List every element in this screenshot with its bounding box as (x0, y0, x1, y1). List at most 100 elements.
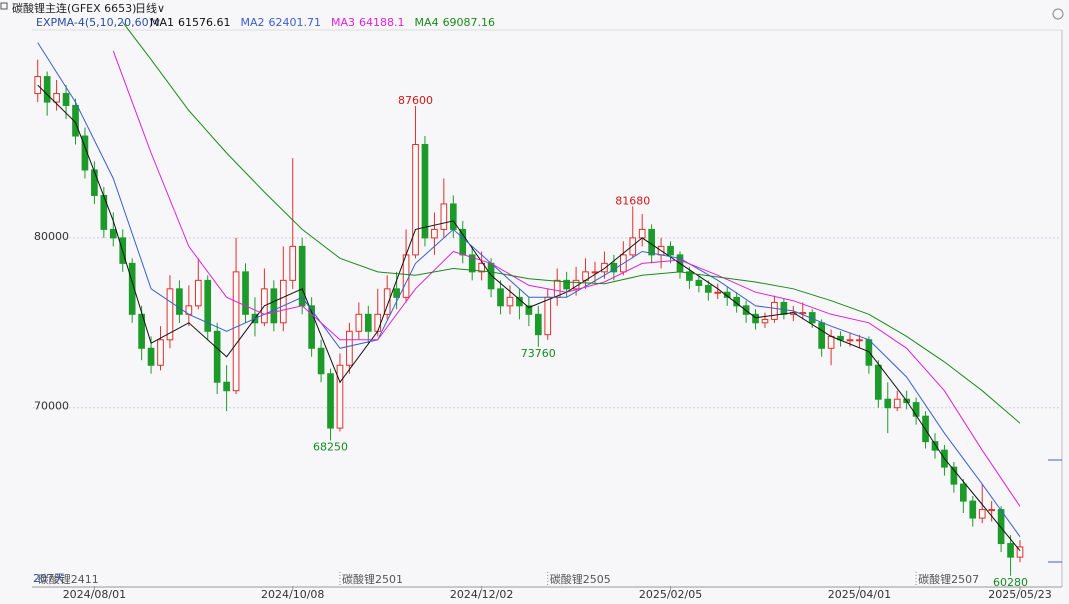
candle-body (601, 262, 608, 273)
candle-body (213, 330, 221, 383)
candle-body (204, 279, 212, 332)
candle-body (194, 279, 202, 307)
annotation: 81680 (615, 194, 650, 207)
y-tick-label: 70000 (34, 400, 69, 413)
candle-body (865, 339, 873, 366)
days-label: 207天 (33, 572, 65, 585)
candle-body (761, 318, 769, 324)
candle-body (648, 228, 655, 256)
candle-body (686, 271, 693, 281)
candle-body (440, 203, 448, 230)
candle-body (459, 228, 467, 256)
ma-line (122, 21, 1021, 424)
candle-body (1016, 546, 1024, 558)
settings-icon[interactable] (1052, 8, 1064, 20)
candle-body (336, 364, 344, 429)
legend-name: MA1 (150, 16, 174, 29)
candle-body (827, 335, 835, 349)
candle-body (988, 509, 995, 512)
candle-body (279, 279, 287, 324)
legend-value: 64188.1 (359, 16, 405, 29)
candle-body (969, 500, 977, 519)
y-tick-label: 80000 (34, 230, 69, 243)
candle-body (147, 347, 155, 366)
candle-body (62, 93, 70, 106)
candle-body (818, 322, 825, 349)
legend-value: 61576.61 (178, 16, 231, 29)
candle-body (714, 291, 722, 294)
candle-body (534, 313, 542, 336)
ma-line (112, 50, 1021, 507)
candle-body (978, 509, 986, 519)
candle-body (478, 262, 485, 273)
candle-body (72, 104, 79, 137)
candle-body (53, 93, 60, 103)
candle-body (704, 284, 712, 293)
x-tick-label: 2025/02/05 (639, 588, 702, 601)
legend-name: MA4 (415, 16, 439, 29)
candle-body (950, 466, 958, 485)
candle-body (91, 169, 98, 196)
contract-label: 碳酸锂2411 (38, 572, 99, 586)
annotation: 68250 (313, 440, 348, 453)
candle-body (487, 262, 495, 290)
candle-body (374, 313, 382, 332)
candle-body (138, 313, 145, 349)
candle-body (327, 373, 334, 429)
candle-body (780, 301, 788, 315)
candle-body (884, 398, 892, 409)
candle-body (308, 305, 315, 349)
x-tick-label: 2024/12/02 (450, 588, 513, 601)
period-selector[interactable]: 日线∨ (135, 1, 165, 15)
candle-body (1007, 543, 1014, 558)
candle-body (874, 364, 882, 400)
candle-body (667, 245, 674, 256)
candle-body (846, 339, 854, 342)
indicator-selector[interactable]: EXPMA-4(5,10,20,60)∨ (36, 16, 161, 29)
ma-line (37, 42, 1021, 537)
candle-body (109, 228, 117, 239)
candle-body (242, 271, 249, 315)
candle-body (270, 288, 278, 324)
contract-label: 碳酸锂2501 (342, 572, 403, 586)
legend-name: MA3 (331, 16, 355, 29)
candle-body (421, 144, 429, 239)
legend-value: 69087.16 (443, 16, 496, 29)
candle-body (997, 509, 1005, 545)
annotation: 73760 (521, 347, 556, 360)
candle-body (34, 76, 42, 95)
candle-body (563, 279, 570, 290)
contract-label: 碳酸锂2507 (918, 572, 979, 586)
candle-body (355, 313, 363, 332)
annotation: 87600 (398, 94, 433, 107)
candle-body (157, 339, 164, 366)
candle-body (959, 483, 967, 502)
candle-body (752, 313, 759, 324)
candle-body (232, 271, 240, 392)
candle-body (346, 330, 353, 366)
candle-body (176, 288, 183, 315)
candle-body (43, 76, 51, 103)
candle-body (431, 228, 438, 239)
candle-body (912, 402, 920, 417)
candle-body (629, 237, 637, 256)
candle-body (723, 291, 731, 298)
candle-body (525, 305, 533, 315)
candle-body (771, 301, 778, 320)
candle-body (931, 441, 939, 451)
candle-body (81, 135, 89, 171)
candle-body (468, 254, 476, 273)
x-tick-label: 2025/05/23 (988, 588, 1051, 601)
legend-name: MA2 (241, 16, 265, 29)
candle-body (412, 144, 419, 256)
candle-body (544, 296, 552, 336)
candle-body (893, 398, 901, 409)
candle-body (695, 279, 703, 286)
candle-body (289, 245, 297, 281)
x-tick-label: 2025/04/01 (828, 588, 891, 601)
title: 碳酸锂主连(GFEX 6653) (12, 1, 136, 15)
candle-body (364, 313, 372, 332)
contract-label: 碳酸锂2505 (550, 572, 611, 586)
